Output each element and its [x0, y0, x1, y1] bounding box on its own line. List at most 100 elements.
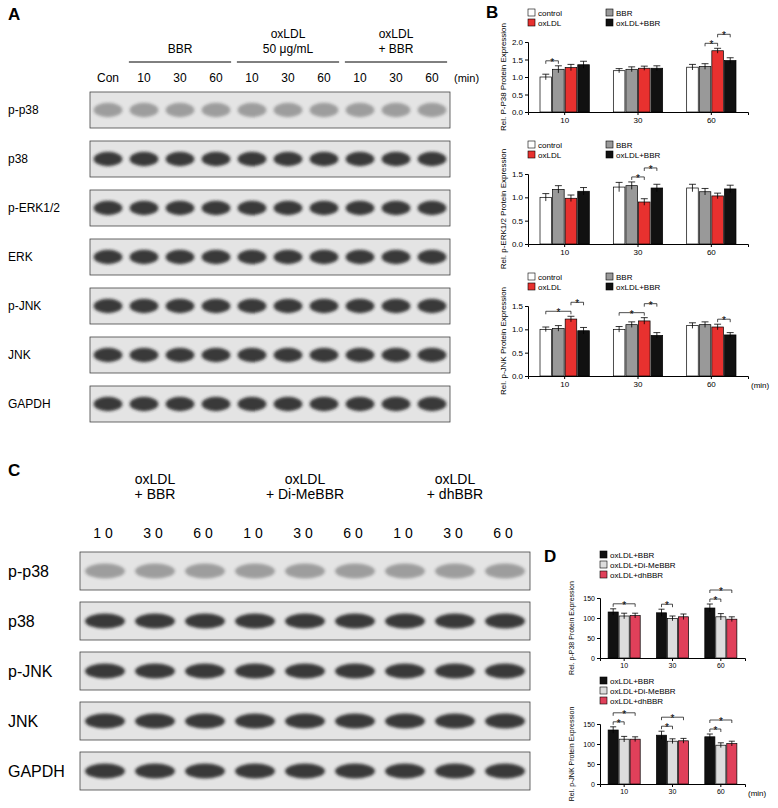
error-bar [689, 64, 696, 70]
group-label: oxLDL [271, 27, 306, 41]
x-tick-label: 10 [560, 380, 569, 389]
y-tick: 0.5 [512, 217, 528, 226]
legend-label: oxLDL+dhBBR [610, 697, 663, 706]
y-tick-mark [597, 598, 600, 599]
x-tick-label: 60 [707, 248, 716, 257]
significance-label: * [575, 298, 579, 309]
blot-band [238, 152, 267, 166]
y-tick-mark [597, 618, 600, 619]
x-axis: 103060 [601, 658, 746, 669]
lane-label: 10 [93, 525, 117, 541]
y-tick-mark [525, 197, 528, 198]
x-tick-mark [564, 244, 565, 247]
legend-swatch [600, 571, 607, 578]
y-tick: 2.0 [512, 38, 528, 47]
bar [716, 745, 726, 784]
legend-entry: oxLDL+dhBBR [600, 697, 663, 706]
legend-entry: control [528, 9, 562, 18]
plot-area [540, 316, 736, 376]
lane-label: 60 [493, 525, 517, 541]
error-bar [689, 184, 696, 191]
blot-band [274, 299, 303, 313]
blot-band [418, 201, 447, 215]
significance-label: * [665, 722, 669, 733]
blot-band [385, 763, 425, 778]
bar [540, 77, 552, 112]
blot-band [130, 397, 159, 411]
blot-band [418, 299, 447, 313]
bar [540, 329, 552, 376]
error-bar [680, 614, 686, 620]
blot-strip [80, 652, 530, 690]
legend-entry: BBR [606, 273, 633, 282]
blot-band [335, 713, 375, 728]
blot-band [418, 152, 447, 166]
blot-band [346, 397, 375, 411]
blot-band [238, 103, 267, 117]
x-tick: 10 [620, 658, 628, 669]
bar [626, 325, 638, 376]
group-underline [345, 62, 447, 63]
y-tick: 1.0 [512, 73, 528, 82]
lane-label: 60 [317, 71, 331, 85]
error-bar [658, 731, 664, 739]
y-tick-mark [525, 95, 528, 96]
blot-band [166, 348, 195, 362]
y-tick: 1.5 [512, 170, 528, 179]
blot-band [435, 563, 475, 578]
bar [613, 71, 625, 112]
error-bar [714, 324, 721, 330]
bar [678, 617, 688, 658]
bar [687, 67, 699, 112]
x-axis: 103060 [601, 784, 746, 795]
y-axis: 050100150 [583, 721, 600, 788]
y-tick: 1.5 [512, 56, 528, 65]
group-underline [129, 62, 231, 63]
significance-label: * [671, 713, 675, 724]
x-tick-label: 30 [669, 788, 677, 795]
x-tick-label: 10 [620, 662, 628, 669]
legend-label: oxLDL [538, 19, 562, 28]
panel-label: D [544, 547, 556, 566]
error-bar [707, 604, 713, 612]
y-tick-mark [597, 638, 600, 639]
x-axis-line [529, 245, 749, 248]
plot-area [540, 48, 736, 112]
bar [712, 327, 724, 376]
row-label: GAPDH [8, 397, 51, 411]
blot-strip [80, 602, 530, 640]
blot-band [85, 713, 125, 728]
blot-band [166, 299, 195, 313]
error-bar [718, 614, 724, 620]
plot-area [608, 727, 737, 784]
legend-label: control [538, 141, 562, 150]
blot-band [238, 299, 267, 313]
panel-label: B [486, 3, 498, 22]
y-tick-mark [597, 658, 600, 659]
blot-band [385, 613, 425, 628]
row-label: p38 [8, 613, 35, 630]
bar [705, 737, 715, 784]
bar [699, 67, 711, 113]
group-label: oxLDL [135, 471, 176, 487]
lane-label: 60 [209, 71, 223, 85]
y-tick-label: 0.5 [512, 217, 524, 226]
x-tick-label: 10 [620, 788, 628, 795]
blot-band [235, 613, 275, 628]
group-label: oxLDL [435, 471, 476, 487]
y-axis-line [525, 43, 529, 113]
error-bar [555, 66, 562, 73]
blot-panel: 103060103060103060oxLDL+ BBRoxLDL+ Di-Me… [8, 471, 530, 790]
y-axis-title: Rel. p-JNK Protein Expression [568, 707, 576, 802]
lane-label: 10 [353, 71, 367, 85]
x-tick-mark [672, 658, 673, 661]
error-bar [628, 182, 635, 189]
significance-label: * [722, 315, 726, 326]
bar [626, 186, 638, 244]
legend-swatch [606, 283, 613, 290]
blot-band [166, 103, 195, 117]
x-tick: 30 [669, 784, 677, 795]
y-tick: 1.5 [512, 302, 528, 311]
bar [705, 608, 715, 658]
error-bar [610, 727, 616, 733]
